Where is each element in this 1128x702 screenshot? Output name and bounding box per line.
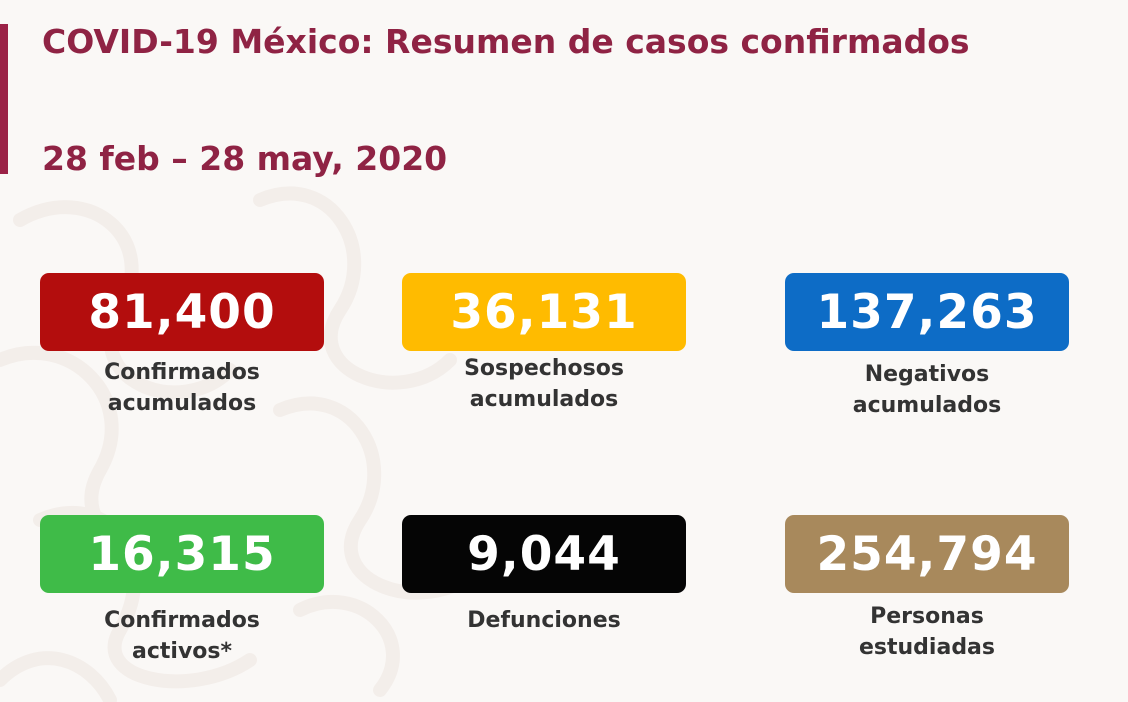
stat-defunciones: 9,044 Defunciones — [402, 515, 686, 636]
stat-negativos-acumulados: 137,263 Negativos acumulados — [785, 273, 1069, 421]
stat-personas-estudiadas: 254,794 Personas estudiadas — [785, 515, 1069, 663]
stat-value: 81,400 — [88, 284, 276, 340]
stat-label: Personas estudiadas — [785, 601, 1069, 663]
stat-value-box: 137,263 — [785, 273, 1069, 351]
stat-label: Confirmados acumulados — [40, 357, 324, 419]
stat-label-line: Defunciones — [467, 608, 621, 633]
stat-value: 16,315 — [88, 526, 276, 582]
stat-value-box: 254,794 — [785, 515, 1069, 593]
stat-sospechosos-acumulados: 36,131 Sospechosos acumulados — [402, 273, 686, 415]
stat-value-box: 36,131 — [402, 273, 686, 351]
stat-label-line: Negativos — [864, 362, 990, 387]
stat-value: 36,131 — [450, 284, 638, 340]
stat-label-line: Confirmados — [104, 608, 260, 633]
stat-label: Defunciones — [402, 605, 686, 636]
stat-value-box: 81,400 — [40, 273, 324, 351]
page-title: COVID-19 México: Resumen de casos confir… — [42, 22, 970, 61]
stat-value: 137,263 — [816, 284, 1038, 340]
stat-confirmados-acumulados: 81,400 Confirmados acumulados — [40, 273, 324, 419]
stat-value: 254,794 — [816, 526, 1038, 582]
stat-label-line: acumulados — [107, 391, 257, 416]
stat-label-line: Confirmados — [104, 360, 260, 385]
stat-label-line: estudiadas — [858, 635, 996, 660]
stat-value-box: 9,044 — [402, 515, 686, 593]
date-range: 28 feb – 28 may, 2020 — [42, 139, 448, 178]
stat-label-line: Sospechosos — [464, 356, 624, 381]
stat-label-line: activos* — [132, 639, 232, 664]
stat-value: 9,044 — [467, 526, 621, 582]
stat-label: Confirmados activos* — [40, 605, 324, 667]
stat-label-line: acumulados — [852, 393, 1002, 418]
stat-value-box: 16,315 — [40, 515, 324, 593]
stat-label: Sospechosos acumulados — [402, 353, 686, 415]
accent-bar — [0, 24, 8, 174]
stat-label-line: Personas — [870, 604, 984, 629]
stat-label-line: acumulados — [469, 387, 619, 412]
stat-confirmados-activos: 16,315 Confirmados activos* — [40, 515, 324, 667]
stat-label: Negativos acumulados — [785, 359, 1069, 421]
